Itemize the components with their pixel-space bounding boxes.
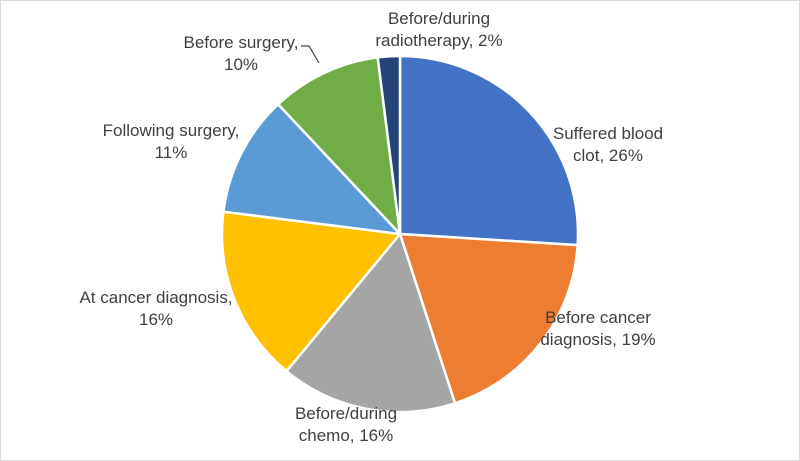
pie-slice (276, 56, 402, 238)
slice-label-line: clot, 26% (573, 146, 643, 165)
pie-slices (220, 54, 580, 414)
slice-label: Suffered blood clot, 26% (553, 124, 663, 165)
slice-label-line: Before/during (388, 9, 490, 28)
slice-label-line: 10% (224, 55, 258, 74)
pie-slice (284, 231, 457, 414)
slice-label-line: At cancer diagnosis, (79, 288, 232, 307)
slice-label: Before cancer diagnosis, 19% (540, 308, 655, 349)
slice-label: At cancer diagnosis, 16% (79, 288, 232, 329)
slice-label-line: Before surgery, (184, 33, 299, 52)
slice-label-line: Before/during (295, 404, 397, 423)
slice-label: Before surgery, 10% (184, 33, 299, 74)
slice-label: Before/during radiotherapy, 2% (375, 9, 502, 50)
leader-line (301, 45, 320, 64)
pie-slice (398, 54, 580, 247)
slice-label-line: diagnosis, 19% (540, 330, 655, 349)
slice-label: Following surgery, 11% (103, 121, 240, 162)
slice-label-line: radiotherapy, 2% (375, 31, 502, 50)
slice-label-line: 11% (155, 143, 188, 162)
slice-label: Before/during chemo, 16% (295, 404, 397, 445)
pie-slice (398, 232, 579, 405)
slice-label-line: Following surgery, (103, 121, 240, 140)
pie-slice (376, 54, 402, 235)
slice-label-line: chemo, 16% (299, 426, 394, 445)
slice-labels: Suffered blood clot, 26% Before cancer diag… (79, 9, 663, 445)
leader-lines (301, 45, 320, 64)
pie-slice (222, 102, 404, 236)
slice-label-line: Before cancer (545, 308, 651, 327)
slice-label-line: 16% (139, 310, 173, 329)
slice-label-line: Suffered blood (553, 124, 663, 143)
pie-slice (220, 210, 403, 373)
